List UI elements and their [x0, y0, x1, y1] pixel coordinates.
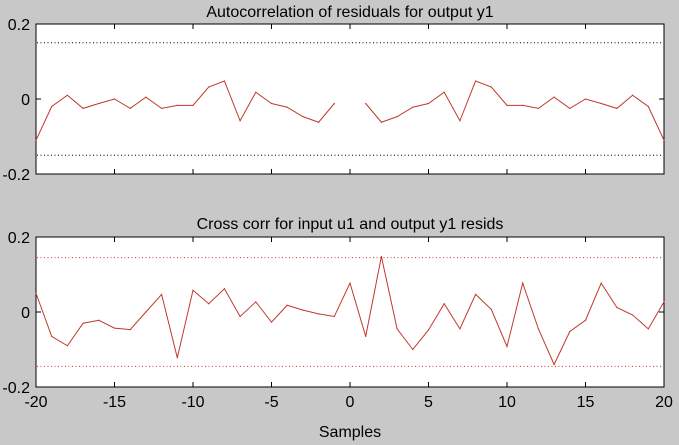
autocorrelation-y-ticks: 0.2 0 -0.2 — [2, 17, 664, 184]
x-tick-label: 0 — [346, 394, 355, 411]
cross-correlation-y-ticks: 0.2 0 -0.2 — [2, 230, 664, 397]
x-tick-label: 15 — [577, 394, 595, 411]
autocorrelation-y-tick-label: 0 — [21, 92, 30, 109]
autocorrelation-series — [35, 80, 665, 141]
cross-correlation-confidence-lines — [37, 257, 663, 367]
cross-correlation-y-tick-label: 0 — [21, 305, 30, 322]
x-tick-label: 20 — [655, 394, 673, 411]
autocorrelation-series-line — [365, 80, 665, 141]
autocorrelation-panel: Autocorrelation of residuals for output … — [2, 4, 665, 184]
cross-correlation-series — [35, 255, 665, 366]
x-tick-label: -15 — [103, 394, 126, 411]
x-tick-label: -10 — [181, 394, 204, 411]
cross-correlation-axes — [35, 236, 665, 388]
cross-correlation-x-ticks — [35, 237, 665, 387]
x-tick-label: -5 — [264, 394, 278, 411]
cross-correlation-y-tick-label: 0.2 — [8, 230, 30, 247]
cross-correlation-title: Cross corr for input u1 and output y1 re… — [197, 216, 504, 233]
autocorrelation-x-ticks — [35, 24, 665, 174]
autocorrelation-axes — [35, 23, 665, 175]
cross-correlation-series-line — [35, 256, 665, 366]
x-axis-label: Samples — [319, 424, 381, 441]
x-tick-label: -20 — [24, 394, 47, 411]
cross-correlation-y-tick-label: -0.2 — [2, 380, 30, 397]
autocorrelation-y-tick-label: 0.2 — [8, 17, 30, 34]
cross-correlation-panel: Cross corr for input u1 and output y1 re… — [2, 216, 673, 411]
autocorrelation-title: Autocorrelation of residuals for output … — [206, 4, 493, 21]
x-tick-label: 5 — [424, 394, 433, 411]
autocorrelation-series-line — [35, 80, 335, 141]
autocorrelation-y-tick-label: -0.2 — [2, 167, 30, 184]
x-tick-label: 10 — [498, 394, 516, 411]
x-tick-labels: -20 -15 -10 -5 0 5 10 15 20 — [24, 394, 673, 411]
autocorrelation-confidence-lines — [37, 42, 663, 156]
